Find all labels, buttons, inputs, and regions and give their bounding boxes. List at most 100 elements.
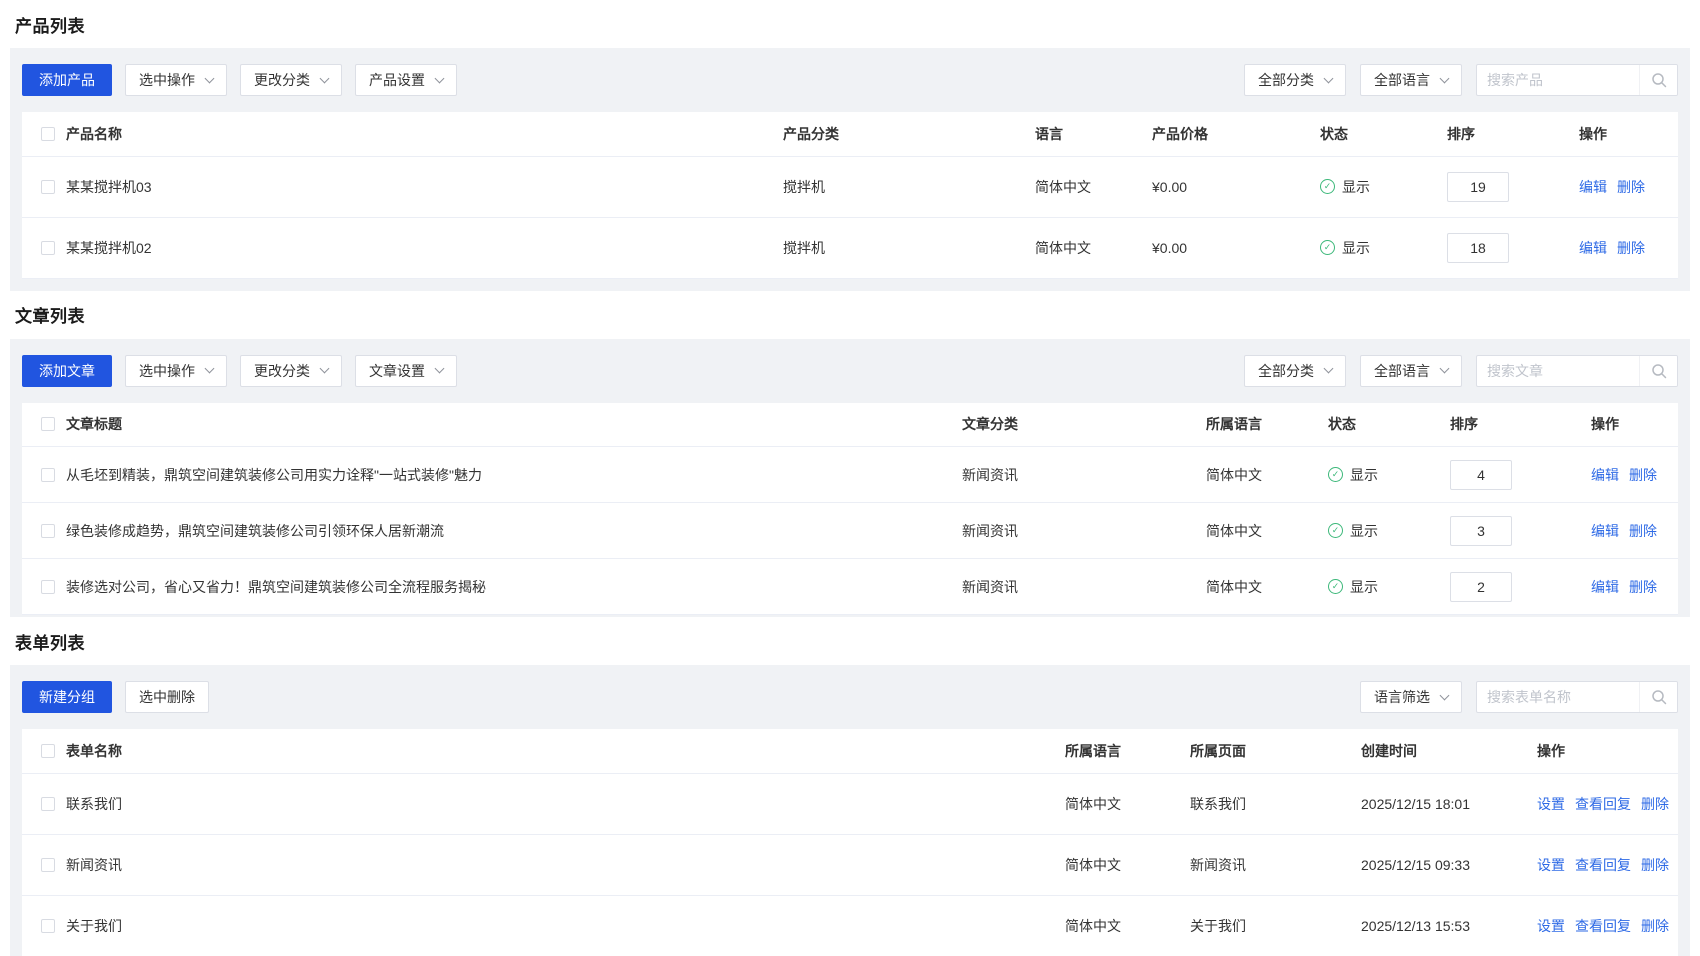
chevron-down-icon — [434, 363, 445, 374]
sort-input[interactable] — [1450, 515, 1512, 546]
products-panel: 添加产品 选中操作 更改分类 产品设置 全部分类 全部语言 — [10, 48, 1690, 291]
search-icon — [1651, 73, 1666, 88]
chevron-down-icon — [1439, 363, 1450, 374]
edit-link[interactable]: 编辑 — [1591, 578, 1619, 595]
column-header: 状态 — [1320, 112, 1447, 157]
select-all-checkbox[interactable] — [41, 417, 55, 432]
chevron-down-icon — [319, 363, 330, 374]
column-header: 创建时间 — [1361, 729, 1537, 774]
check-circle-icon: ✓ — [1320, 240, 1335, 256]
product-search-input[interactable] — [1477, 65, 1639, 95]
sort-input[interactable] — [1447, 232, 1509, 263]
delete-link[interactable]: 删除 — [1629, 578, 1657, 595]
table-header-row: 表单名称 所属语言 所属页面 创建时间 操作 — [22, 729, 1678, 774]
product-search — [1476, 64, 1678, 96]
products-toolbar: 添加产品 选中操作 更改分类 产品设置 全部分类 全部语言 — [22, 64, 1678, 96]
row-checkbox[interactable] — [41, 179, 55, 194]
table-header-row: 产品名称 产品分类 语言 产品价格 状态 排序 操作 — [22, 112, 1678, 157]
form-search — [1476, 681, 1678, 713]
delete-link[interactable]: 删除 — [1617, 178, 1645, 195]
products-header: 产品列表 — [0, 0, 1700, 48]
form-created-time: 2025/12/15 09:33 — [1361, 834, 1537, 896]
column-header: 排序 — [1447, 112, 1579, 157]
new-group-button[interactable]: 新建分组 — [22, 681, 112, 713]
forms-table: 表单名称 所属语言 所属页面 创建时间 操作 联系我们 简体中文 联系我们 20… — [22, 729, 1678, 956]
add-product-button[interactable]: 添加产品 — [22, 64, 112, 96]
edit-link[interactable]: 编辑 — [1591, 522, 1619, 539]
column-header: 所属语言 — [1206, 402, 1328, 447]
settings-link[interactable]: 设置 — [1537, 856, 1565, 873]
delete-link[interactable]: 删除 — [1617, 239, 1645, 256]
status-badge: ✓ 显示 — [1320, 238, 1370, 258]
search-button[interactable] — [1639, 65, 1677, 95]
select-all-checkbox[interactable] — [41, 126, 55, 141]
view-replies-link[interactable]: 查看回复 — [1575, 917, 1631, 934]
change-category-dropdown[interactable]: 更改分类 — [240, 64, 342, 96]
delete-link[interactable]: 删除 — [1641, 795, 1669, 812]
select-all-checkbox[interactable] — [41, 743, 55, 758]
settings-link[interactable]: 设置 — [1537, 917, 1565, 934]
page-title: 产品列表 — [15, 16, 85, 36]
sort-input[interactable] — [1450, 571, 1512, 602]
all-categories-filter[interactable]: 全部分类 — [1244, 64, 1346, 96]
view-replies-link[interactable]: 查看回复 — [1575, 795, 1631, 812]
row-checkbox[interactable] — [41, 523, 55, 538]
form-language: 简体中文 — [1065, 773, 1190, 835]
search-button[interactable] — [1639, 355, 1677, 386]
check-circle-icon: ✓ — [1328, 523, 1343, 539]
view-replies-link[interactable]: 查看回复 — [1575, 856, 1631, 873]
search-button[interactable] — [1639, 682, 1677, 712]
row-checkbox[interactable] — [41, 467, 55, 482]
form-search-input[interactable] — [1477, 682, 1639, 712]
row-checkbox[interactable] — [41, 579, 55, 594]
all-languages-filter[interactable]: 全部语言 — [1360, 354, 1462, 387]
change-category-dropdown[interactable]: 更改分类 — [240, 354, 342, 387]
article-language: 简体中文 — [1206, 446, 1328, 503]
all-categories-filter[interactable]: 全部分类 — [1244, 354, 1346, 387]
article-settings-dropdown[interactable]: 文章设置 — [355, 354, 457, 387]
edit-link[interactable]: 编辑 — [1579, 239, 1607, 256]
selected-action-dropdown[interactable]: 选中操作 — [125, 64, 227, 96]
form-name: 新闻资讯 — [66, 834, 1065, 896]
column-header: 操作 — [1579, 112, 1678, 157]
articles-table: 文章标题 文章分类 所属语言 状态 排序 操作 从毛坯到精装，鼎筑空间建筑装修公… — [22, 402, 1678, 615]
column-header: 所属页面 — [1190, 729, 1361, 774]
selected-action-dropdown[interactable]: 选中操作 — [125, 354, 227, 387]
delete-link[interactable]: 删除 — [1641, 917, 1669, 934]
form-created-time: 2025/12/13 15:53 — [1361, 895, 1537, 956]
chevron-down-icon — [204, 73, 215, 83]
form-language: 简体中文 — [1065, 895, 1190, 956]
products-table: 产品名称 产品分类 语言 产品价格 状态 排序 操作 某某搅拌机03 搅拌机 简… — [22, 112, 1678, 279]
forms-section: 表单列表 新建分组 选中删除 语言筛选 — [0, 617, 1700, 956]
product-settings-dropdown[interactable]: 产品设置 — [355, 64, 457, 96]
edit-link[interactable]: 编辑 — [1591, 466, 1619, 483]
status-badge: ✓ 显示 — [1328, 577, 1378, 597]
row-checkbox[interactable] — [41, 918, 55, 933]
check-circle-icon: ✓ — [1328, 467, 1343, 483]
table-row: 新闻资讯 简体中文 新闻资讯 2025/12/15 09:33 设置 查看回复 删除 — [22, 834, 1678, 896]
column-header: 操作 — [1537, 729, 1678, 774]
products-section: 产品列表 添加产品 选中操作 更改分类 产品设置 全部分类 全部语言 — [0, 0, 1700, 291]
chevron-down-icon — [1439, 73, 1450, 83]
column-header: 语言 — [1035, 112, 1152, 157]
all-languages-filter[interactable]: 全部语言 — [1360, 64, 1462, 96]
settings-link[interactable]: 设置 — [1537, 795, 1565, 812]
delete-link[interactable]: 删除 — [1629, 522, 1657, 539]
delete-selected-button[interactable]: 选中删除 — [125, 681, 209, 713]
article-search-input[interactable] — [1477, 355, 1639, 386]
delete-link[interactable]: 删除 — [1629, 466, 1657, 483]
language-filter-dropdown[interactable]: 语言筛选 — [1360, 681, 1462, 713]
row-checkbox[interactable] — [41, 857, 55, 872]
add-article-button[interactable]: 添加文章 — [22, 354, 112, 387]
table-row: 从毛坯到精装，鼎筑空间建筑装修公司用实力诠释"一站式装修"魅力 新闻资讯 简体中… — [22, 446, 1678, 503]
delete-link[interactable]: 删除 — [1641, 856, 1669, 873]
row-checkbox[interactable] — [41, 240, 55, 255]
status-badge: ✓ 显示 — [1328, 465, 1378, 485]
edit-link[interactable]: 编辑 — [1579, 178, 1607, 195]
chevron-down-icon — [1439, 690, 1450, 700]
sort-input[interactable] — [1450, 459, 1512, 490]
sort-input[interactable] — [1447, 171, 1509, 202]
check-circle-icon: ✓ — [1328, 579, 1343, 595]
row-checkbox[interactable] — [41, 796, 55, 811]
